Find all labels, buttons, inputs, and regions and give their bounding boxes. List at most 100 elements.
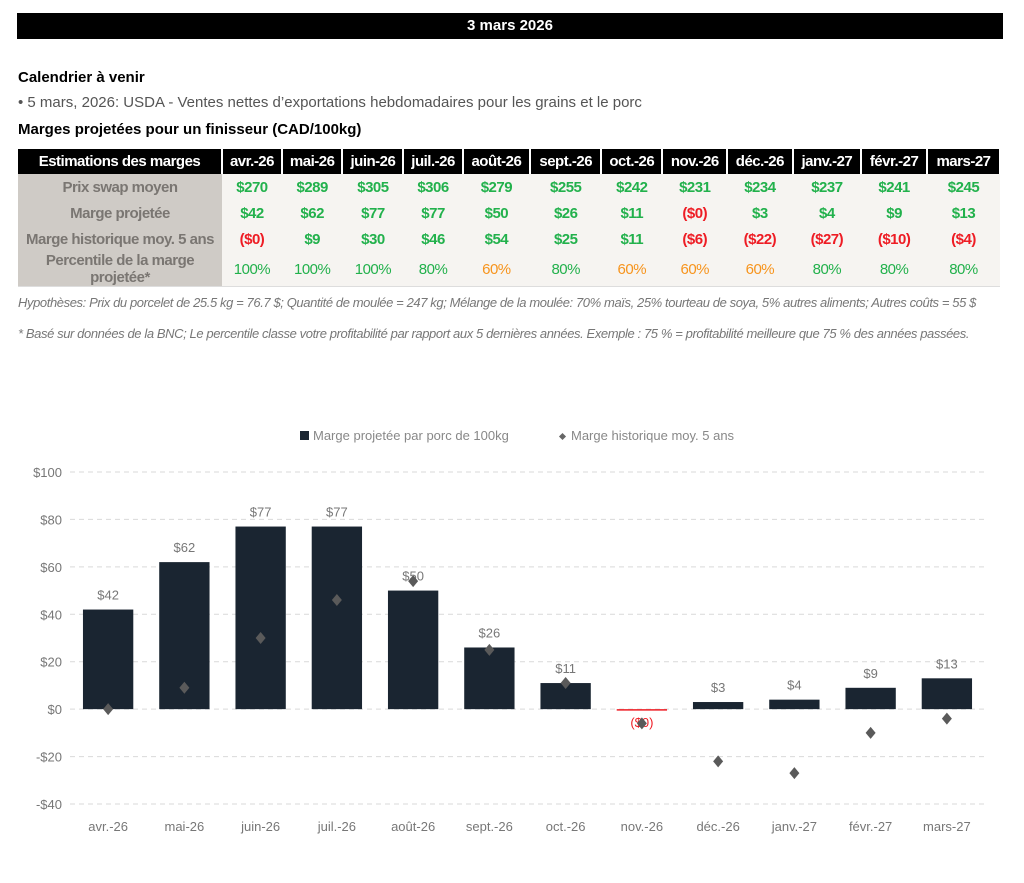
margins-table: Estimations des marges avr.-26 mai-26 juin-… xyxy=(18,149,1002,287)
table-cell: ($10) xyxy=(861,226,927,252)
historical-marker xyxy=(789,767,800,780)
x-tick-label: sept.-26 xyxy=(466,819,513,834)
table-header-month: mai-26 xyxy=(281,149,344,174)
margin-chart: -$40 -$20 $0 $20 $40 $60 $80 $100 $42 avr.-26 $62 m… xyxy=(33,465,985,834)
legend-bar-swatch xyxy=(300,431,309,440)
bar-data-label: $42 xyxy=(97,588,119,603)
x-tick-label: déc.-26 xyxy=(696,819,739,834)
bar xyxy=(387,590,439,710)
table-header-month: juil.-26 xyxy=(403,149,464,174)
table-cell: $237 xyxy=(792,174,862,200)
assumptions-note: Hypothèses: Prix du porcelet de 25.5 kg … xyxy=(18,295,976,310)
bar xyxy=(235,526,286,710)
x-tick-label: janv.-27 xyxy=(771,819,817,834)
table-cell: $234 xyxy=(727,174,793,200)
y-tick-label: $40 xyxy=(40,607,62,622)
table-cell: $11 xyxy=(601,226,663,252)
table-cell: ($27) xyxy=(792,226,862,252)
x-tick-label: mai-26 xyxy=(165,819,205,834)
table-cell: 100% xyxy=(222,252,282,287)
table-cell: $13 xyxy=(926,200,1000,226)
table-cell: ($6) xyxy=(662,226,728,252)
y-tick-label: $20 xyxy=(40,655,62,670)
table-header-month: mars-27 xyxy=(926,149,1002,174)
bar-data-label: $3 xyxy=(711,680,725,695)
y-tick-label: -$20 xyxy=(36,750,62,765)
bar xyxy=(82,609,134,710)
x-tick-label: avr.-26 xyxy=(88,819,128,834)
x-tick-label: juil.-26 xyxy=(317,819,356,834)
historical-marker xyxy=(865,726,876,739)
table-cell: 60% xyxy=(662,252,728,287)
table-cell: $242 xyxy=(601,174,663,200)
table-cell: $289 xyxy=(281,174,343,200)
table-cell: $255 xyxy=(530,174,602,200)
bar xyxy=(921,678,973,710)
legend-marker-label: Marge historique moy. 5 ans xyxy=(571,428,735,443)
table-cell: $279 xyxy=(462,174,531,200)
table-cell: $245 xyxy=(926,174,1000,200)
date-banner: 3 mars 2026 xyxy=(17,13,1003,39)
legend-bar-label: Marge projetée par porc de 100kg xyxy=(313,428,509,443)
table-header-month: août-26 xyxy=(462,149,532,174)
table-cell: $26 xyxy=(530,200,602,226)
table-cell: $11 xyxy=(601,200,663,226)
table-cell: $25 xyxy=(530,226,602,252)
table-header-month: avr.-26 xyxy=(222,149,283,174)
y-tick-label: $60 xyxy=(40,560,62,575)
bar-data-label: $4 xyxy=(787,678,801,693)
bar-data-label: $11 xyxy=(555,661,576,676)
row-label: Percentile de la marge projetée* xyxy=(18,252,222,287)
table-cell: ($4) xyxy=(926,226,1000,252)
table-header-month: déc.-26 xyxy=(727,149,794,174)
margins-title: Marges projetées pour un finisseur (CAD/… xyxy=(18,121,362,138)
table-cell: $77 xyxy=(403,200,463,226)
table-cell: 80% xyxy=(530,252,602,287)
bar-data-label: $62 xyxy=(174,540,196,555)
table-cell: 80% xyxy=(926,252,1000,287)
bar-data-label: $26 xyxy=(479,625,501,640)
table-header-month: oct.-26 xyxy=(601,149,664,174)
historical-marker xyxy=(713,755,724,768)
y-tick-label: $80 xyxy=(40,512,62,527)
bar xyxy=(769,699,820,710)
x-tick-label: févr.-27 xyxy=(849,819,892,834)
historical-marker xyxy=(484,643,495,656)
historical-marker xyxy=(408,575,419,588)
table-row: Percentile de la marge projetée* 100% 100%… xyxy=(18,252,1000,287)
legend-item-markers: Marge historique moy. 5 ans xyxy=(558,428,735,443)
table-header-month: nov.-26 xyxy=(662,149,729,174)
table-cell: $3 xyxy=(727,200,793,226)
table-cell: 80% xyxy=(792,252,862,287)
bar xyxy=(692,702,744,710)
table-header-month: juin-26 xyxy=(342,149,405,174)
x-tick-label: juin-26 xyxy=(240,819,280,834)
table-cell: $241 xyxy=(861,174,927,200)
x-tick-label: mars-27 xyxy=(923,819,971,834)
table-row: Marge historique moy. 5 ans ($0) $9 $30 $46 $… xyxy=(18,226,1000,252)
x-tick-label: oct.-26 xyxy=(546,819,586,834)
table-cell: ($0) xyxy=(222,226,282,252)
row-label: Marge projetée xyxy=(18,200,222,226)
table-header-month: févr.-27 xyxy=(861,149,928,174)
table-cell: $62 xyxy=(281,200,343,226)
row-label: Marge historique moy. 5 ans xyxy=(18,226,222,252)
table-cell: $50 xyxy=(462,200,531,226)
historical-marker xyxy=(103,703,114,716)
table-cell: ($0) xyxy=(662,200,728,226)
table-cell: $9 xyxy=(281,226,343,252)
legend-item-bars: Marge projetée par porc de 100kg xyxy=(300,428,509,443)
bar-data-label: $13 xyxy=(936,656,958,671)
bar-data-label: $9 xyxy=(863,666,877,681)
table-cell: $46 xyxy=(403,226,463,252)
table-cell: $9 xyxy=(861,200,927,226)
historical-marker xyxy=(179,681,190,694)
table-header-month: sept.-26 xyxy=(530,149,603,174)
table-cell: 60% xyxy=(601,252,663,287)
bar xyxy=(311,526,363,710)
table-header-label: Estimations des marges xyxy=(18,149,223,174)
table-cell: $42 xyxy=(222,200,282,226)
table-cell: $231 xyxy=(662,174,728,200)
x-tick-label: août-26 xyxy=(391,819,435,834)
bar-data-label: $77 xyxy=(326,505,348,520)
